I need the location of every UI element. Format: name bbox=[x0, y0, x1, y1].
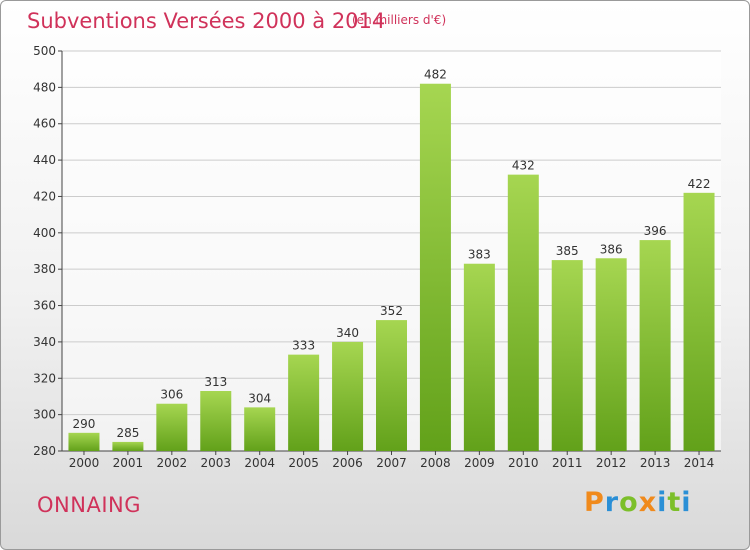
data-label: 333 bbox=[292, 339, 315, 353]
data-label: 352 bbox=[380, 304, 403, 318]
x-tick-label: 2013 bbox=[640, 456, 671, 470]
y-tick-label: 340 bbox=[33, 335, 56, 349]
commune-name: ONNAING bbox=[37, 493, 141, 517]
bar bbox=[639, 240, 671, 451]
y-tick-label: 400 bbox=[33, 226, 56, 240]
data-label: 482 bbox=[424, 68, 447, 82]
y-tick-label: 440 bbox=[33, 153, 56, 167]
data-label: 432 bbox=[512, 159, 535, 173]
data-label: 396 bbox=[644, 224, 667, 238]
bar bbox=[68, 432, 100, 451]
x-tick-label: 2006 bbox=[332, 456, 363, 470]
logo-letter: x bbox=[638, 487, 658, 518]
data-label: 285 bbox=[116, 426, 139, 440]
y-tick-label: 380 bbox=[33, 262, 56, 276]
x-tick-label: 2000 bbox=[69, 456, 100, 470]
bar bbox=[332, 341, 364, 451]
data-label: 290 bbox=[73, 417, 96, 431]
chart-title: Subventions Versées 2000 à 2014 bbox=[27, 9, 386, 33]
bar bbox=[463, 263, 495, 451]
x-tick-label: 2011 bbox=[552, 456, 583, 470]
x-tick-label: 2012 bbox=[596, 456, 627, 470]
data-label: 340 bbox=[336, 326, 359, 340]
logo-letter: P bbox=[584, 487, 605, 518]
data-label: 313 bbox=[204, 375, 227, 389]
logo-letter: i bbox=[681, 487, 692, 518]
x-tick-label: 2014 bbox=[684, 456, 715, 470]
logo-letter: r bbox=[604, 487, 620, 518]
data-label: 306 bbox=[160, 388, 183, 402]
x-tick-label: 2002 bbox=[157, 456, 188, 470]
data-label: 386 bbox=[600, 242, 623, 256]
bar bbox=[244, 407, 276, 451]
proxiti-logo: Proxiti bbox=[584, 487, 692, 518]
logo-letter: o bbox=[619, 487, 639, 518]
x-tick-label: 2010 bbox=[508, 456, 539, 470]
y-tick-label: 500 bbox=[33, 44, 56, 58]
bar bbox=[288, 354, 320, 451]
y-tick-label: 460 bbox=[33, 117, 56, 131]
bar bbox=[156, 403, 188, 451]
logo-letter: t bbox=[667, 487, 682, 518]
logo-letter: i bbox=[657, 487, 668, 518]
y-tick-label: 280 bbox=[33, 444, 56, 458]
y-tick-label: 480 bbox=[33, 80, 56, 94]
bar bbox=[376, 320, 407, 451]
y-tick-label: 360 bbox=[33, 299, 56, 313]
y-tick-label: 300 bbox=[33, 408, 56, 422]
bar bbox=[595, 258, 627, 451]
data-label: 383 bbox=[468, 248, 491, 262]
data-label: 304 bbox=[248, 391, 271, 405]
bar bbox=[551, 260, 583, 451]
data-label: 385 bbox=[556, 244, 579, 258]
x-tick-label: 2008 bbox=[420, 456, 451, 470]
bar bbox=[683, 192, 715, 451]
x-tick-label: 2004 bbox=[244, 456, 275, 470]
unit-note: (en milliers d'€) bbox=[352, 13, 447, 27]
x-tick-label: 2003 bbox=[200, 456, 231, 470]
data-label: 422 bbox=[688, 177, 711, 191]
bar bbox=[419, 83, 451, 452]
bar bbox=[200, 391, 232, 451]
x-tick-label: 2005 bbox=[288, 456, 319, 470]
x-tick-label: 2009 bbox=[464, 456, 495, 470]
bar bbox=[507, 174, 539, 452]
y-tick-label: 320 bbox=[33, 371, 56, 385]
y-tick-label: 420 bbox=[33, 189, 56, 203]
x-tick-label: 2001 bbox=[113, 456, 144, 470]
bar bbox=[112, 441, 144, 451]
x-tick-label: 2007 bbox=[376, 456, 407, 470]
